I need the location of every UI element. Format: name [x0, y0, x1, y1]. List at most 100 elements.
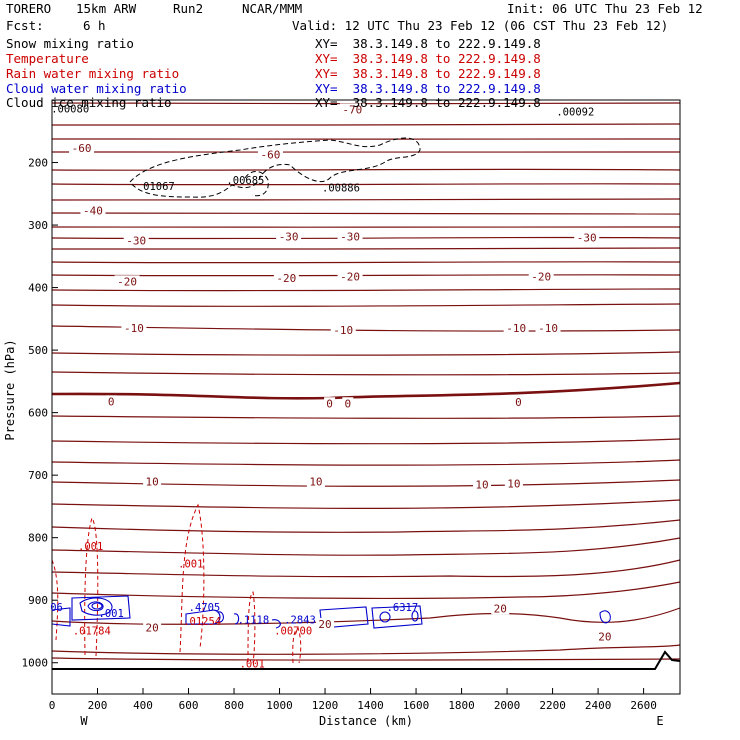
maximum-label-rain: .00700 — [274, 626, 312, 638]
temperature-label-bg — [574, 231, 600, 244]
x-tick-label: 1200 — [312, 699, 339, 712]
temperature-label: 20 — [145, 622, 158, 635]
temperature-label-bg — [503, 322, 529, 335]
temperature-label: -20 — [276, 272, 296, 285]
x-tick-label: 1600 — [403, 699, 430, 712]
maximum-label-rain: .01254 — [183, 616, 221, 628]
maximum-label-cloud: .6317 — [387, 602, 419, 614]
maximum-label-cloud: .1118 — [238, 614, 270, 626]
temperature-label: -20 — [531, 270, 551, 283]
forecast-label: Fcst: — [6, 18, 44, 33]
temperature-label: -10 — [506, 322, 526, 335]
temperature-label-bg — [337, 230, 363, 243]
temperature-label: -30 — [279, 230, 299, 243]
temperature-label: 0 — [344, 397, 351, 410]
y-tick-label: 800 — [28, 532, 48, 545]
y-tick-label: 200 — [28, 157, 48, 170]
temperature-label: -60 — [260, 148, 280, 161]
x-tick-label: 1000 — [266, 699, 293, 712]
x-tick-label: 200 — [88, 699, 108, 712]
temperature-label: 0 — [326, 397, 333, 410]
temperature-label-bg — [316, 617, 335, 630]
temperature-label: 20 — [494, 602, 507, 615]
temperature-labels: -60-70-60-40-30 -30 -30 -30-20 -20 -20 -20-10-… — [69, 103, 614, 643]
legend-label-snow: Snow mixing ratio — [6, 36, 134, 51]
maximum-label-cloud: .2843 — [284, 614, 316, 626]
temperature-label: -10 — [124, 322, 144, 335]
temperature-label: -20 — [117, 275, 137, 288]
legend-label-cloud-water: Cloud water mixing ratio — [6, 81, 187, 96]
x-tick-label: 2200 — [539, 699, 566, 712]
maximum-label-rain: .001 — [178, 559, 203, 571]
temperature-label: -30 — [126, 235, 146, 248]
x-tick-label: 1400 — [357, 699, 384, 712]
temperature-label: 10 — [309, 475, 322, 488]
temperature-label-bg — [337, 270, 363, 283]
temperature-label: 20 — [598, 630, 611, 643]
temperature-label: 10 — [507, 477, 520, 490]
x-tick-label: 1800 — [448, 699, 475, 712]
legend-label-cloud-ice: Cloud ice mixing ratio — [6, 95, 172, 110]
maximum-label-ice: .00080 — [51, 104, 89, 116]
maximum-label-cloud: .001 — [99, 608, 124, 620]
temperature-label: 20 — [318, 618, 331, 631]
maximum-label-rain: .01784 — [73, 626, 111, 638]
temperature-label: -10 — [538, 322, 558, 335]
temperature-label-bg — [276, 230, 302, 243]
x-left-end-label: W — [80, 714, 88, 728]
temperature-label: 0 — [515, 396, 522, 409]
x-tick-label: 600 — [179, 699, 199, 712]
x-right-end-label: E — [656, 714, 663, 728]
y-tick-label: 1000 — [22, 657, 49, 670]
maximum-label-rain: .001 — [240, 659, 265, 671]
temperature-label-bg — [342, 397, 354, 410]
forecast-hour: 6 h — [83, 18, 106, 33]
temperature-label-bg — [273, 272, 299, 285]
maximum-label-snow: 01067 — [143, 181, 175, 193]
x-axis-label: Distance (km) — [319, 714, 413, 728]
temperature-label-bg — [80, 204, 106, 217]
temperature-label-bg — [339, 103, 365, 116]
temperature-label: -20 — [340, 270, 360, 283]
terrain-line — [52, 650, 681, 670]
legend-xs-cloud-water: XY= 38.3.149.8 to 222.9.149.8 — [315, 81, 541, 96]
legend-label-rain: Rain water mixing ratio — [6, 66, 180, 81]
x-tick-label: 0 — [49, 699, 56, 712]
temperature-label-bg — [528, 270, 554, 283]
temperature-label: 10 — [475, 479, 488, 492]
temperature-label-bg — [69, 142, 95, 155]
temperature-label: 10 — [145, 475, 158, 488]
legend-label-temperature: Temperature — [6, 51, 89, 66]
temperature-label-bg — [257, 148, 283, 161]
y-tick-label: 500 — [28, 344, 48, 357]
temperature-label: -30 — [577, 232, 597, 245]
init-time: Init: 06 UTC Thu 23 Feb 12 — [507, 1, 703, 16]
temperature-label-bg — [105, 395, 117, 408]
temperature-label: -60 — [72, 142, 92, 155]
y-tick-label: 900 — [28, 594, 48, 607]
x-tick-label: 2000 — [494, 699, 521, 712]
legend-xs-rain: XY= 38.3.149.8 to 222.9.149.8 — [315, 66, 541, 81]
maximum-label-snow: .00886 — [322, 182, 360, 194]
legend-xs-temperature: XY= 38.3.149.8 to 222.9.149.8 — [315, 51, 541, 66]
run-label: Run2 — [173, 1, 204, 16]
temperature-label-bg — [491, 602, 510, 615]
snow-contour — [129, 137, 421, 198]
temperature-label: -30 — [340, 230, 360, 243]
x-tick-label: 2600 — [630, 699, 657, 712]
y-tick-label: 300 — [28, 219, 48, 232]
maximum-label-ice: .00092 — [556, 107, 594, 119]
rain-contours — [51, 503, 302, 664]
temperature-label-bg — [306, 475, 325, 488]
legend-xs-cloud-ice: XY= 38.3.149.8 to 222.9.149.8 — [315, 95, 541, 110]
legend-xs-snow: XY= 38.3.149.8 to 222.9.149.8 — [315, 36, 541, 51]
temperature-label-bg — [324, 397, 336, 410]
temperature-label-bg — [504, 477, 523, 490]
y-axis: 200 300 400 500 600 700 800 900 1000 — [22, 157, 58, 670]
model-name: TORERO — [6, 1, 52, 16]
temperature-label-bg — [330, 324, 356, 337]
y-tick-label: 400 — [28, 282, 48, 295]
x-tick-label: 400 — [133, 699, 153, 712]
temperature-label-bg — [143, 621, 162, 634]
